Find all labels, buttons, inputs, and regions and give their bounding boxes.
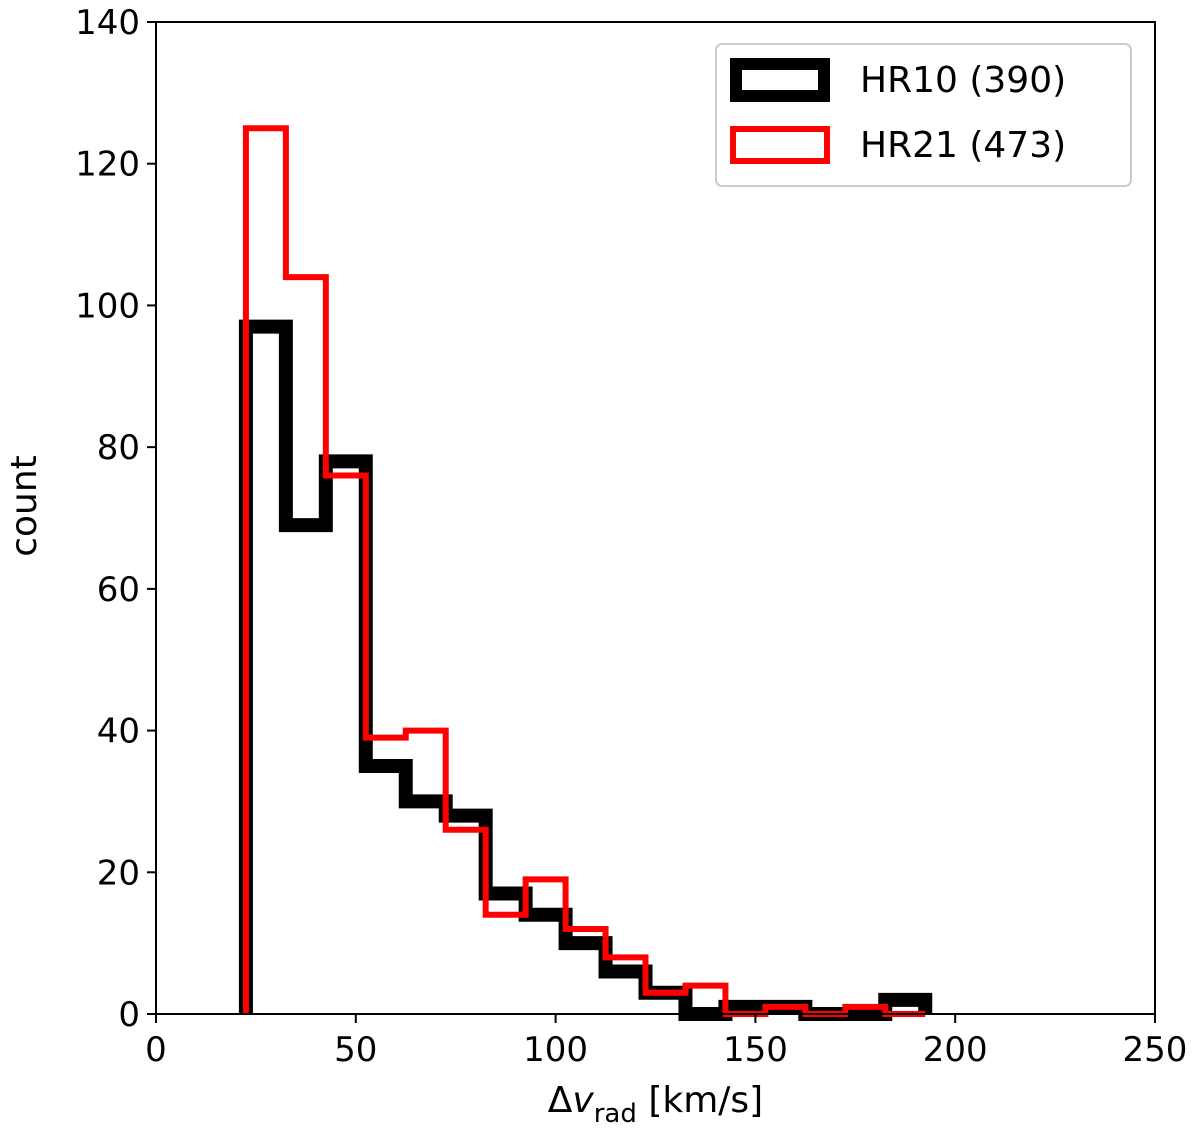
y-tick-label: 0 <box>118 995 140 1035</box>
x-axis-label: Δvrad [km/s] <box>548 1080 763 1129</box>
x-tick-label: 150 <box>723 1030 788 1070</box>
y-axis-label: count <box>4 455 45 557</box>
series-step-hr21 <box>242 125 926 1017</box>
x-tick-label: 100 <box>523 1030 588 1070</box>
series-step-hr10 <box>238 319 933 1021</box>
axes-frame <box>155 21 1156 1015</box>
plot-area <box>238 125 933 1021</box>
x-tick-label: 200 <box>923 1030 988 1070</box>
legend: HR10 (390) HR21 (473) <box>715 43 1132 187</box>
x-axis-label-sub: rad <box>594 1099 637 1129</box>
legend-label-hr10: HR10 (390) <box>860 60 1066 101</box>
y-tick-label: 100 <box>75 286 140 326</box>
y-tick-label: 20 <box>97 853 140 893</box>
x-tick-label: 250 <box>1123 1030 1188 1070</box>
legend-swatch-hr10 <box>730 58 830 102</box>
x-axis-label-delta: Δ <box>548 1080 573 1121</box>
legend-label-hr21: HR21 (473) <box>860 125 1066 166</box>
y-tick-label: 60 <box>97 570 140 610</box>
x-tick-label: 50 <box>334 1030 377 1070</box>
y-tick-label: 80 <box>97 428 140 468</box>
y-tick-label: 40 <box>97 712 140 752</box>
y-tick-label: 120 <box>75 145 140 185</box>
axis-ticks: 0 50 100 150 200 250 0 20 40 60 80 100 120 140 <box>75 3 1187 1070</box>
x-axis-label-unit: [km/s] <box>637 1080 763 1121</box>
legend-swatch-hr21 <box>730 126 830 164</box>
y-tick-label: 140 <box>75 3 140 43</box>
x-tick-label: 0 <box>145 1030 167 1070</box>
x-axis-label-var: v <box>572 1080 594 1121</box>
